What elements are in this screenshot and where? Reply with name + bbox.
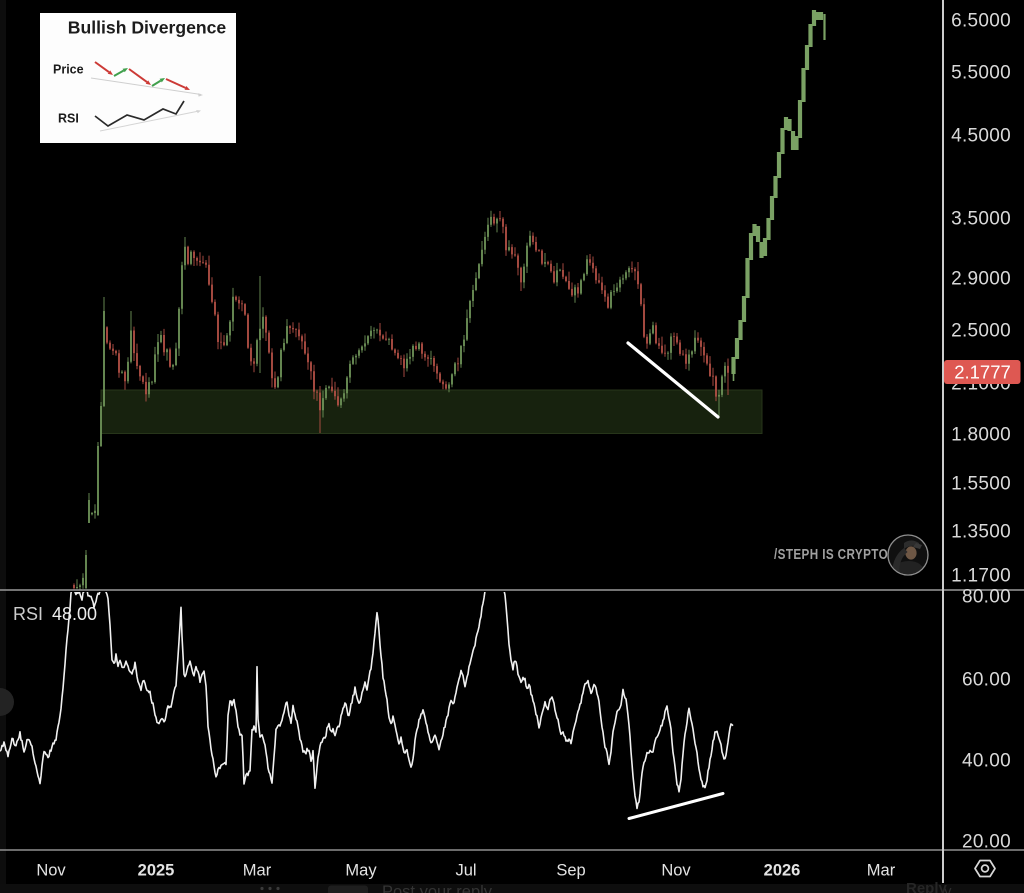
svg-text:y: y: [944, 883, 952, 893]
svg-text:RSI: RSI: [13, 604, 43, 624]
svg-text:2.5000: 2.5000: [951, 321, 1011, 342]
svg-text:40.00: 40.00: [962, 751, 1011, 772]
svg-text:2.9000: 2.9000: [951, 269, 1011, 290]
svg-text:48.00: 48.00: [52, 604, 97, 624]
svg-text:/STEPH IS CRYPTO: /STEPH IS CRYPTO: [774, 546, 888, 563]
svg-text:Sep: Sep: [556, 862, 585, 880]
svg-text:2025: 2025: [138, 862, 175, 880]
svg-text:Jul: Jul: [455, 862, 476, 880]
svg-text:3.5000: 3.5000: [951, 209, 1011, 230]
svg-text:May: May: [345, 862, 377, 880]
svg-text:Bullish Divergence: Bullish Divergence: [68, 18, 227, 38]
svg-text:1.3500: 1.3500: [951, 522, 1011, 543]
svg-text:Mar: Mar: [243, 862, 272, 880]
svg-text:2.1777: 2.1777: [954, 362, 1011, 383]
svg-text:2026: 2026: [764, 862, 801, 880]
svg-text:Mar: Mar: [867, 862, 896, 880]
svg-text:1.5500: 1.5500: [951, 474, 1011, 495]
svg-text:6.5000: 6.5000: [951, 11, 1011, 32]
svg-text:1.1700: 1.1700: [951, 566, 1011, 587]
svg-text:80.00: 80.00: [962, 587, 1011, 608]
svg-text:60.00: 60.00: [962, 670, 1011, 691]
svg-text:Nov: Nov: [36, 862, 66, 880]
svg-text:1.8000: 1.8000: [951, 425, 1011, 446]
svg-text:Price: Price: [53, 62, 84, 76]
svg-text:RSI: RSI: [58, 111, 79, 125]
svg-text:5.5000: 5.5000: [951, 63, 1011, 84]
svg-text:20.00: 20.00: [962, 832, 1011, 853]
svg-text:Reply: Reply: [906, 880, 948, 893]
svg-text:Nov: Nov: [661, 862, 691, 880]
svg-text:4.5000: 4.5000: [951, 126, 1011, 147]
svg-text:Post your reply: Post your reply: [382, 883, 493, 893]
